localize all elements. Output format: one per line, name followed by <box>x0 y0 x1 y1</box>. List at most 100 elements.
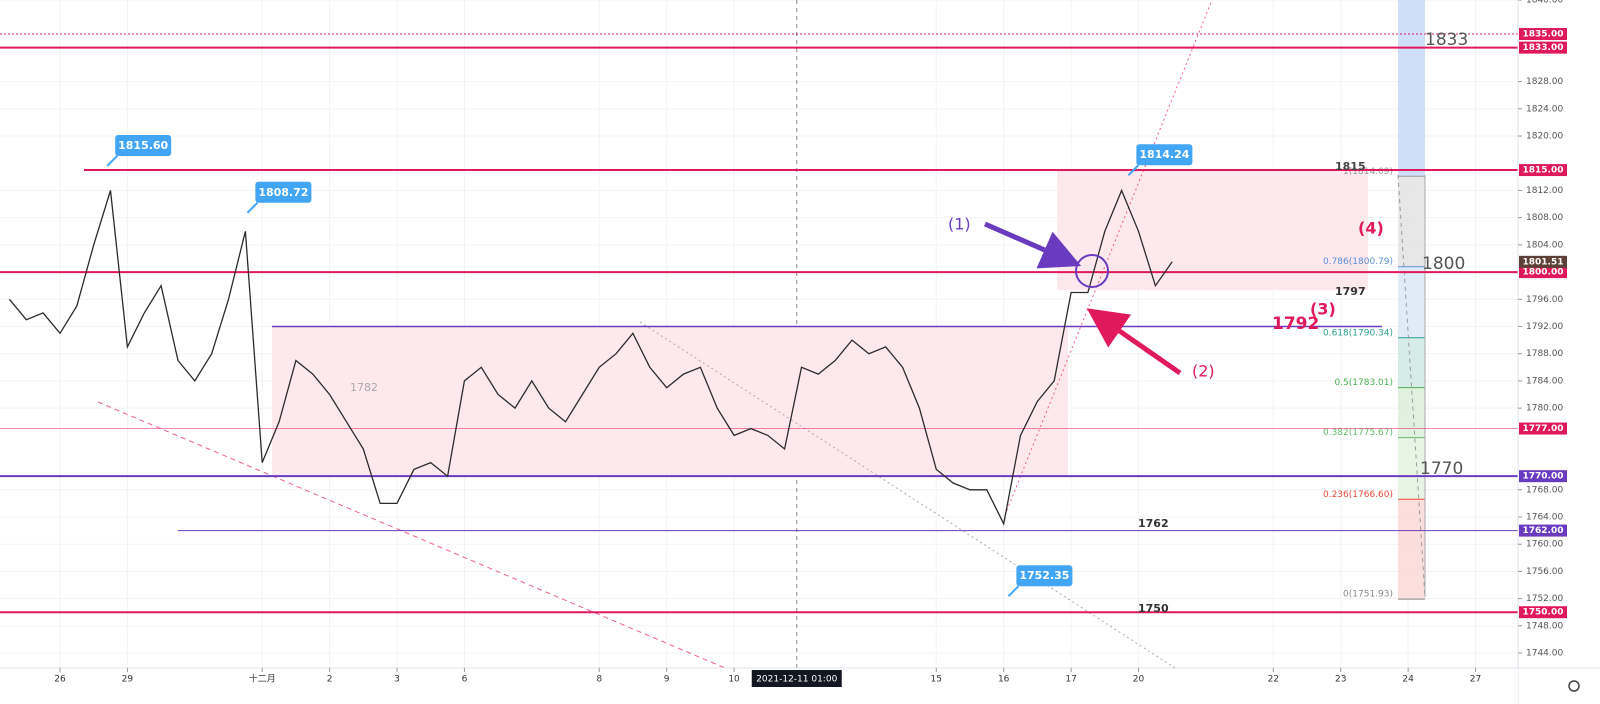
callout-pointer <box>246 202 259 214</box>
y-tick-label: 1764.00 <box>1526 512 1563 522</box>
fib-band <box>1398 437 1425 500</box>
y-tick-label: 1768.00 <box>1526 485 1563 495</box>
y-tick-label: 1812.00 <box>1526 186 1563 196</box>
y-tick-label: 1840.00 <box>1526 0 1563 6</box>
callout-label: 1815.60 <box>118 139 168 152</box>
price-badge-label: 1800.00 <box>1523 268 1564 278</box>
callout-box <box>255 181 312 203</box>
price-badge <box>1519 422 1567 435</box>
price-badge-label: 1835.00 <box>1523 30 1564 40</box>
annotation: (4) <box>1358 219 1384 238</box>
annotation: (3) <box>1310 300 1336 319</box>
arrow <box>983 221 1082 269</box>
crosshair-badge <box>751 670 842 687</box>
x-tick-label: 十二月 <box>249 673 276 685</box>
fib-label: 0(1751.93) <box>1343 590 1393 600</box>
annotation: 1770 <box>1420 459 1463 479</box>
price-badge <box>1519 470 1567 483</box>
gear[interactable] <box>1568 680 1580 692</box>
annotation: 1833 <box>1425 30 1468 50</box>
price-badge-label: 1777.00 <box>1523 424 1564 434</box>
trend-line <box>639 321 1176 668</box>
x-tick-label: 9 <box>664 675 670 685</box>
callout-label: 1752.35 <box>1019 569 1069 582</box>
fib-label: 0.618(1790.34) <box>1323 328 1393 338</box>
price-badge <box>1519 41 1567 54</box>
last-price-badge <box>1519 255 1567 268</box>
fib-band <box>1398 0 1425 177</box>
x-tick-label: 20 <box>1133 675 1145 685</box>
price-badge <box>1519 164 1567 177</box>
fib-label: 0.786(1800.79) <box>1323 257 1393 267</box>
x-tick-label: 22 <box>1268 675 1279 685</box>
callout-label: 1814.24 <box>1139 148 1189 161</box>
callout-box <box>1136 144 1193 166</box>
y-tick-label: 1804.00 <box>1526 240 1563 250</box>
callout-pointer <box>106 155 118 167</box>
fib-band <box>1398 499 1425 600</box>
trend-lines <box>97 0 1426 668</box>
annotation: 1815 <box>1335 160 1366 173</box>
price-badge <box>1519 524 1567 537</box>
callout-box <box>1016 565 1073 587</box>
settings-icon[interactable] <box>1568 680 1580 692</box>
x-tick-label: 16 <box>998 675 1010 685</box>
y-tick-label: 1796.00 <box>1526 295 1563 305</box>
annotation: 1792 <box>1272 314 1319 334</box>
price-badge-label: 1762.00 <box>1523 526 1564 536</box>
y-tick-label: 1744.00 <box>1526 649 1563 659</box>
x-tick-label: 10 <box>728 675 740 685</box>
fib-label: 0.382(1775.67) <box>1323 428 1393 438</box>
fib-band <box>1398 337 1425 388</box>
fib-label: 0.5(1783.01) <box>1334 378 1393 388</box>
callout-pointer <box>1127 164 1140 176</box>
y-tick-label: 1792.00 <box>1526 322 1563 332</box>
price-badge-label: 1815.00 <box>1523 166 1564 176</box>
x-tick-label: 8 <box>596 675 602 685</box>
annotation: 1782 <box>350 381 378 394</box>
x-tick-label: 29 <box>122 675 134 685</box>
fib-diagonal <box>1397 174 1426 598</box>
x-tick-label: 15 <box>931 675 942 685</box>
x-tick-label: 2 <box>327 675 333 685</box>
arrows <box>983 221 1182 376</box>
price-badge-label: 1770.00 <box>1523 472 1564 482</box>
fib-label: 1(1814.09) <box>1343 167 1393 177</box>
y-tick-label: 1788.00 <box>1526 349 1563 359</box>
callout-pointer <box>1007 585 1020 597</box>
fib-label: 0.236(1766.60) <box>1323 490 1393 500</box>
x-tick-label: 6 <box>462 675 468 685</box>
x-tick-label: 27 <box>1470 675 1481 685</box>
last-price-label: 1801.51 <box>1523 257 1564 267</box>
y-tick-label: 1820.00 <box>1526 132 1563 142</box>
zone <box>272 326 1068 477</box>
fib-band <box>1398 387 1425 438</box>
y-tick-label: 1756.00 <box>1526 567 1563 577</box>
y-tick-label: 1752.00 <box>1526 594 1563 604</box>
annotation: 1797 <box>1335 285 1366 298</box>
price-badge <box>1519 266 1567 279</box>
annotation: 1800 <box>1422 254 1465 274</box>
crosshair-label: 2021-12-11 01:00 <box>756 675 837 685</box>
price-badge-label: 1833.00 <box>1523 43 1564 53</box>
axis-panel <box>1518 0 1600 704</box>
arrow <box>1086 308 1182 376</box>
x-tick-label: 3 <box>394 675 400 685</box>
y-tick-label: 1828.00 <box>1526 77 1563 87</box>
circle-marker <box>1075 254 1109 288</box>
price-line <box>8 188 1173 526</box>
fib-band <box>1398 176 1425 267</box>
x-tick-label: 17 <box>1065 675 1076 685</box>
y-tick-label: 1748.00 <box>1526 621 1563 631</box>
price-badge-label: 1750.00 <box>1523 608 1564 618</box>
x-tick-label: 24 <box>1402 675 1414 685</box>
callout-box <box>115 134 172 156</box>
price-badge <box>1519 28 1567 41</box>
annotation: (2) <box>1192 362 1215 381</box>
annotation: 1750 <box>1138 602 1169 615</box>
y-tick-label: 1824.00 <box>1526 104 1563 114</box>
y-tick-label: 1780.00 <box>1526 404 1563 414</box>
